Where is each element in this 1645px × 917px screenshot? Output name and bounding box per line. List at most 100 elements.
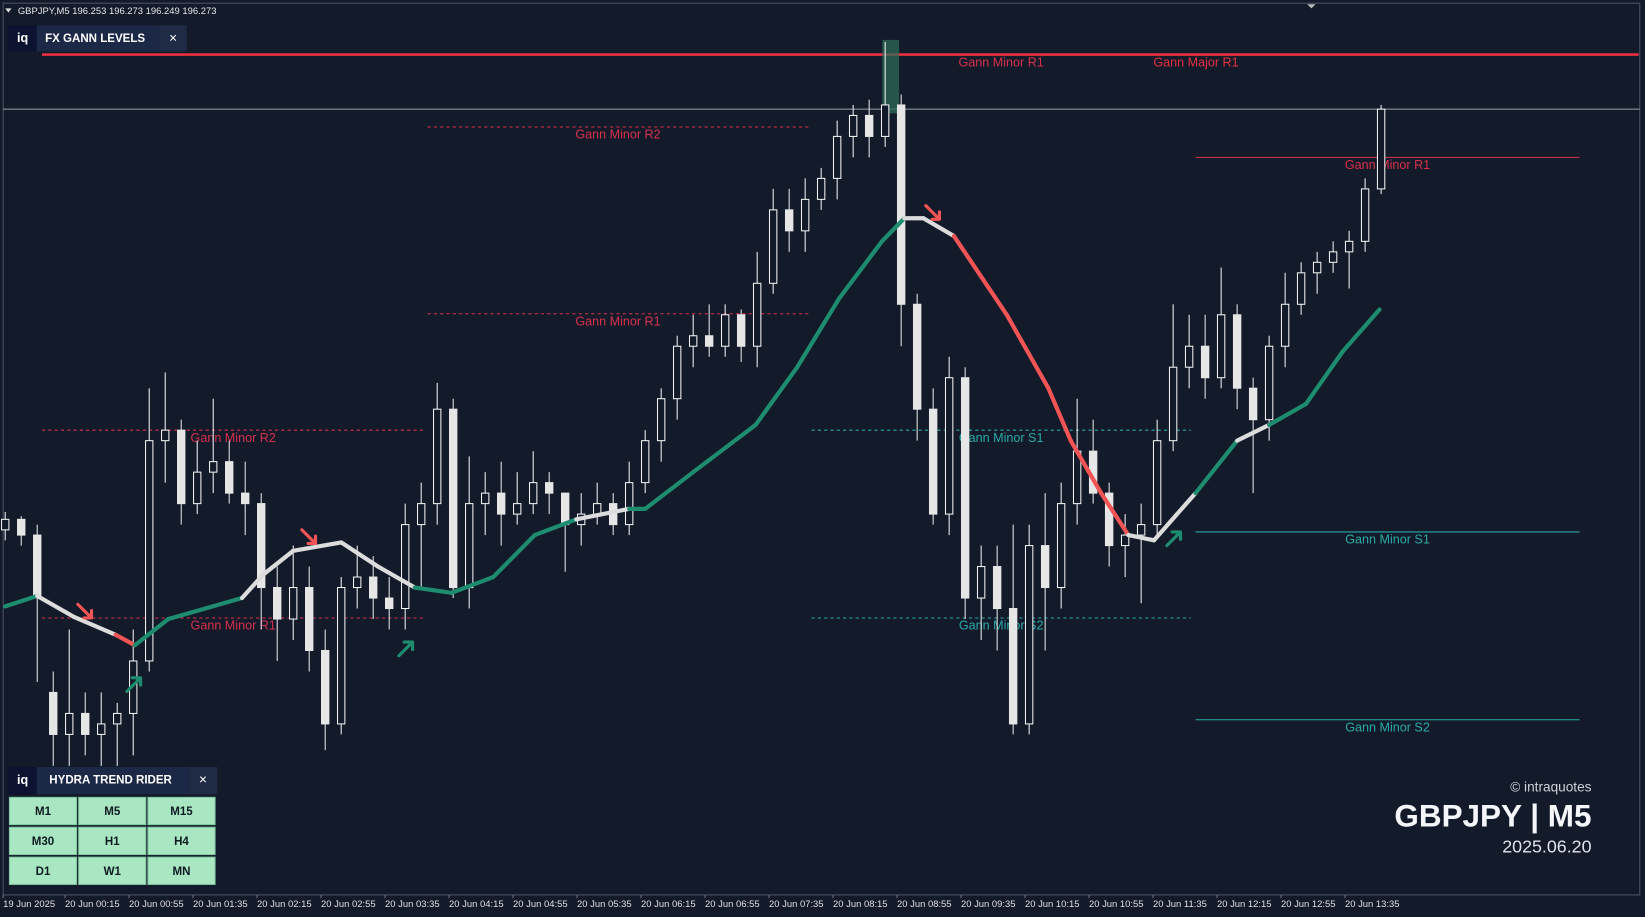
signal-arrow: [76, 602, 94, 620]
candle-body: [1280, 303, 1290, 347]
trend-segment: [260, 548, 296, 578]
gann-panel: iq FX GANN LEVELS ×: [8, 25, 187, 52]
candle-body: [337, 587, 346, 725]
candle-body: [1296, 272, 1306, 305]
candle-body: [257, 503, 266, 589]
timeframe-label[interactable]: M30: [32, 836, 54, 848]
candle-body: [768, 209, 778, 284]
candle-body: [1008, 607, 1018, 725]
candle-body: [704, 335, 714, 347]
candle-body: [1056, 503, 1066, 589]
candle-body: [1344, 240, 1354, 253]
panel-logo-bg: [8, 25, 37, 52]
candle-body: [800, 198, 810, 232]
candle-body: [528, 482, 538, 505]
trend-segment: [532, 517, 579, 538]
trend-segment: [166, 595, 245, 622]
candle-body: [161, 429, 170, 442]
timeframe-label[interactable]: D1: [36, 866, 51, 878]
candle-body: [1328, 251, 1338, 263]
x-tick-label: 20 Jun 05:35: [577, 899, 632, 910]
x-tick-label: 20 Jun 03:35: [385, 899, 440, 910]
gann-level-label: Gann Minor S2: [959, 619, 1044, 633]
trend-line: [3, 216, 1382, 648]
candle-body: [944, 377, 954, 515]
timeframe-button[interactable]: [78, 826, 147, 856]
candle-body: [496, 492, 506, 515]
trend-segment: [1099, 491, 1131, 538]
trend-segment: [921, 216, 957, 239]
candle-body: [177, 429, 186, 505]
candle-body: [193, 471, 202, 505]
trend-segment: [1068, 438, 1104, 496]
watermark-symbol: GBPJPY | M5: [1394, 799, 1591, 834]
timeframe-button[interactable]: [147, 826, 216, 856]
candles: [1, 42, 1386, 766]
watermark-date: 2025.06.20: [1502, 836, 1591, 856]
timeframe-button[interactable]: [78, 856, 147, 885]
panel-title: HYDRA TREND RIDER: [49, 775, 172, 787]
trend-segment: [1235, 422, 1272, 443]
candle-body: [1200, 345, 1210, 379]
trend-segment: [951, 233, 1009, 317]
panel-close[interactable]: ×: [169, 30, 177, 45]
timeframe-button[interactable]: [147, 796, 216, 826]
candle-body: [928, 408, 938, 515]
candle-body: [1168, 366, 1178, 442]
trend-segment: [1193, 438, 1240, 496]
trend-segment: [1303, 349, 1345, 407]
candle-body: [145, 440, 154, 662]
timeframe-label[interactable]: M5: [104, 806, 121, 818]
candle-body: [720, 314, 730, 347]
timeframe-label[interactable]: M15: [170, 806, 193, 818]
candle-body: [912, 303, 922, 410]
timeframe-button[interactable]: [8, 856, 78, 885]
trend-segment: [879, 216, 907, 244]
candle-body: [1104, 492, 1114, 547]
candle-body: [97, 723, 106, 735]
candle-body: [81, 712, 90, 735]
plot-frame: [2, 2, 1641, 896]
gann-level-label: Gann Minor R2: [191, 431, 276, 445]
candle-body: [49, 691, 58, 735]
candle-body: [1040, 545, 1050, 589]
timeframe-button[interactable]: [8, 796, 78, 826]
candle-body: [464, 503, 474, 589]
timeframe-button[interactable]: [147, 856, 216, 885]
x-tick-label: 20 Jun 04:55: [513, 899, 568, 910]
menu-triangle[interactable]: [5, 8, 12, 13]
trend-segment: [574, 506, 632, 522]
x-tick-label: 19 Jun 2025: [3, 899, 55, 910]
x-tick-label: 20 Jun 09:35: [961, 899, 1016, 910]
candle-body: [225, 461, 234, 494]
signal-arrow: [397, 640, 415, 658]
trend-segment: [753, 365, 800, 428]
timeframe-label[interactable]: M1: [35, 806, 52, 818]
timeframe-button[interactable]: [78, 796, 147, 826]
panel-close-bg[interactable]: [188, 766, 218, 795]
candle-body: [1232, 314, 1242, 389]
trend-segment: [35, 593, 77, 620]
timeframe-label[interactable]: W1: [104, 866, 122, 878]
panel-close[interactable]: ×: [199, 772, 207, 787]
panel-logo: iq: [17, 31, 28, 45]
timeframe-label[interactable]: H4: [174, 836, 189, 848]
gann-level-label: Gann Minor S2: [1345, 720, 1430, 734]
timeframe-label[interactable]: H1: [105, 836, 120, 848]
signal-arrow: [1165, 530, 1183, 548]
candle-body: [1, 518, 10, 531]
x-tick-label: 20 Jun 04:15: [449, 899, 504, 910]
candle-body: [672, 345, 682, 400]
timeframe-label[interactable]: MN: [173, 866, 191, 878]
candle-body: [560, 492, 570, 526]
trend-segment: [491, 532, 537, 580]
shift-marker: [1307, 4, 1316, 9]
candle-body: [17, 518, 26, 536]
panel-close-bg[interactable]: [159, 25, 187, 52]
candle-body: [1136, 524, 1146, 536]
timeframe-button[interactable]: [8, 826, 78, 856]
panel-title: FX GANN LEVELS: [45, 33, 145, 45]
trend-segment: [113, 632, 137, 648]
gann-level-label: Gann Minor S1: [1345, 533, 1430, 547]
